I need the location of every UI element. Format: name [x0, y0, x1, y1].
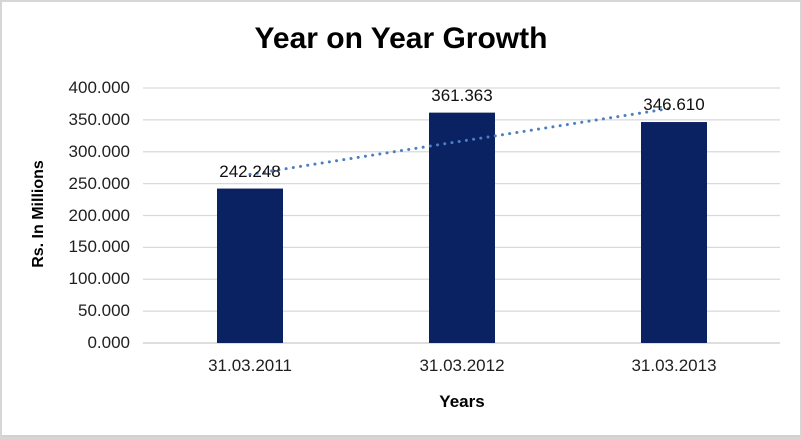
- y-tick-label: 400.000: [68, 78, 130, 97]
- x-tick-label: 31.03.2013: [631, 356, 717, 375]
- y-tick-label: 50.000: [78, 301, 130, 321]
- y-tick-label: 0.000: [87, 333, 130, 352]
- y-tick-label: 300.000: [68, 141, 130, 161]
- y-tick-label: 200.000: [68, 205, 130, 225]
- y-tick-label: 100.000: [68, 269, 130, 289]
- bar-31.03.2011: [217, 188, 283, 343]
- bar-31.03.2012: [429, 112, 495, 343]
- trendline: [248, 106, 676, 176]
- y-tick-label: 250.000: [68, 173, 130, 193]
- data-label: 242.248: [219, 161, 281, 181]
- x-axis-title: Years: [439, 392, 485, 411]
- x-tick-label: 31.03.2012: [419, 356, 505, 375]
- bar-31.03.2013: [641, 122, 707, 343]
- data-label: 361.363: [431, 85, 493, 105]
- data-label: 346.610: [643, 95, 705, 115]
- x-tick-label: 31.03.2011: [208, 356, 292, 375]
- chart-title: Year on Year Growth: [254, 22, 548, 55]
- y-tick-label: 350.000: [68, 109, 130, 129]
- y-tick-label: 150.000: [68, 237, 130, 257]
